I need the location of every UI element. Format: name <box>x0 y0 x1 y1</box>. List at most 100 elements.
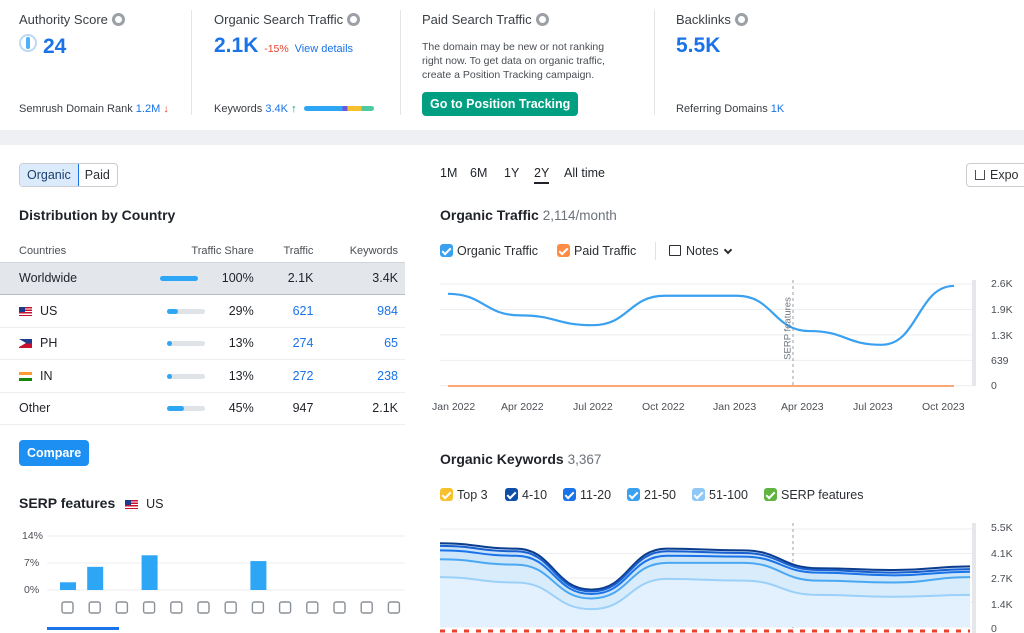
checkbox-icon <box>563 488 576 501</box>
y-tick-label: 4.1K <box>991 548 1013 560</box>
keywords-cell[interactable]: 238 <box>320 359 405 393</box>
authority-score-widget: Authority Score 24 Semrush Domain Rank 1… <box>19 0 189 127</box>
keywords-up-arrow-icon: ↑ <box>291 103 297 115</box>
organic-traffic-chart-title: Organic Traffic <box>440 207 539 223</box>
serp-feature-icon <box>88 601 101 614</box>
traffic-cell: 947 <box>260 392 321 425</box>
serp-feature-icon <box>197 601 210 614</box>
organic-traffic-widget: Organic Search Traffic 2.1K -15% View de… <box>214 0 394 127</box>
in-flag-icon <box>19 371 32 381</box>
go-to-position-tracking-button[interactable]: Go to Position Tracking <box>422 92 579 116</box>
period-6m[interactable]: 6M <box>470 166 488 180</box>
backlinks-value[interactable]: 5.5K <box>676 34 721 57</box>
y-tick-label: 0% <box>24 584 40 596</box>
column-header[interactable]: Traffic <box>283 244 314 257</box>
x-tick-label: Oct 2023 <box>922 401 965 413</box>
organic-toggle-button[interactable]: Organic <box>19 164 79 186</box>
info-icon[interactable] <box>347 13 361 26</box>
country-cell: Worldwide <box>0 261 115 295</box>
keywords-cell: 3.4K <box>320 261 405 295</box>
table-header-row: Countries Traffic Share Traffic Keywords <box>0 240 405 262</box>
share-bar <box>166 308 205 314</box>
serp-features-title: SERP features <box>19 495 116 511</box>
info-icon[interactable] <box>535 13 549 26</box>
period-all-time[interactable]: All time <box>564 166 605 180</box>
table-row[interactable]: IN 13% 272 238 <box>0 359 405 393</box>
keywords-cell[interactable]: 65 <box>320 327 405 360</box>
column-header[interactable]: Keywords <box>349 244 398 257</box>
serp-feature-icon <box>142 601 156 614</box>
traffic-cell[interactable]: 272 <box>260 359 321 393</box>
y-tick-label: 639 <box>991 355 1009 367</box>
scrollbar <box>972 523 976 633</box>
table-row[interactable]: PH 13% 274 65 <box>0 327 405 360</box>
compare-button[interactable]: Compare <box>19 440 90 466</box>
serp-country[interactable]: US <box>146 497 164 511</box>
legend-11-20[interactable]: 11-20 <box>563 488 611 502</box>
country-cell: PH <box>40 336 58 351</box>
x-tick-label: Apr 2022 <box>501 401 544 413</box>
serp-feature-icon <box>360 601 373 614</box>
referring-domains-value[interactable]: 1K <box>770 103 785 115</box>
table-row[interactable]: US 29% 621 984 <box>0 294 405 328</box>
legend-paid-traffic[interactable]: Paid Traffic <box>557 244 636 258</box>
legend-21-50[interactable]: 21-50 <box>627 488 676 502</box>
export-button[interactable]: Expo <box>966 163 1024 187</box>
organic-keywords-chart-title: Organic Keywords <box>440 451 564 467</box>
legend-organic-traffic[interactable]: Organic Traffic <box>440 244 538 258</box>
table-row[interactable]: Other 45% 947 2.1K <box>0 392 405 425</box>
y-tick-label: 7% <box>24 557 40 569</box>
table-row[interactable]: Worldwide 100% 2.1K 3.4K <box>0 261 405 295</box>
domain-rank-value[interactable]: 1.2M <box>135 103 161 115</box>
scroll-indicator <box>47 627 119 630</box>
country-cell: Other <box>0 392 115 425</box>
notes-dropdown[interactable]: Notes <box>669 244 733 258</box>
x-tick-label: Jan 2023 <box>713 401 757 413</box>
y-tick-label: 0 <box>991 380 997 392</box>
share-bar <box>166 373 205 379</box>
legend-4-10[interactable]: 4-10 <box>505 488 547 502</box>
legend-51-100[interactable]: 51-100 <box>692 488 748 502</box>
domain-rank-label: Semrush Domain Rank <box>19 103 133 115</box>
info-icon[interactable] <box>734 13 748 26</box>
notes-icon <box>669 245 681 256</box>
divider <box>191 10 192 115</box>
us-flag-icon <box>19 306 32 316</box>
share-bar <box>159 276 198 282</box>
traffic-cell[interactable]: 274 <box>260 327 321 360</box>
checkbox-icon <box>505 488 518 501</box>
legend-serp-features[interactable]: SERP features <box>764 488 863 502</box>
checkbox-icon <box>440 488 453 501</box>
info-icon[interactable] <box>111 13 125 26</box>
keywords-cell[interactable]: 984 <box>320 294 405 328</box>
serp-features-chart <box>47 535 405 630</box>
period-2y[interactable]: 2Y <box>534 166 550 184</box>
y-tick-label: 5.5K <box>991 522 1013 534</box>
period-1y[interactable]: 1Y <box>504 166 520 180</box>
traffic-cell[interactable]: 621 <box>260 294 321 328</box>
authority-ring-icon <box>19 34 37 52</box>
serp-bar <box>250 561 267 590</box>
share-value: 29% <box>228 303 254 318</box>
serp-bar <box>60 582 76 590</box>
paid-traffic-widget: Paid Search Traffic The domain may be ne… <box>422 0 637 127</box>
organic-traffic-line <box>447 284 955 346</box>
backlinks-widget: Backlinks 5.5K Referring Domains 1K <box>676 0 876 127</box>
organic-traffic-value[interactable]: 2.1K <box>214 34 259 57</box>
column-header[interactable]: Countries <box>19 244 67 257</box>
traffic-cell: 2.1K <box>260 261 321 295</box>
paid-traffic-title: Paid Search Traffic <box>422 12 532 27</box>
serp-feature-icon <box>115 601 129 614</box>
x-tick-label: Jan 2022 <box>432 401 476 413</box>
us-flag-icon <box>125 500 139 509</box>
divider <box>654 10 655 115</box>
keywords-value[interactable]: 3.4K <box>265 103 288 115</box>
organic-traffic-title: Organic Search Traffic <box>214 12 344 27</box>
period-1m[interactable]: 1M <box>440 166 458 180</box>
view-details-link[interactable]: View details <box>294 43 354 55</box>
paid-toggle-button[interactable]: Paid <box>84 168 110 182</box>
share-bar <box>166 406 205 412</box>
legend-top-3[interactable]: Top 3 <box>440 488 488 502</box>
column-header[interactable]: Traffic Share <box>191 244 254 257</box>
keywords-area <box>440 577 970 627</box>
